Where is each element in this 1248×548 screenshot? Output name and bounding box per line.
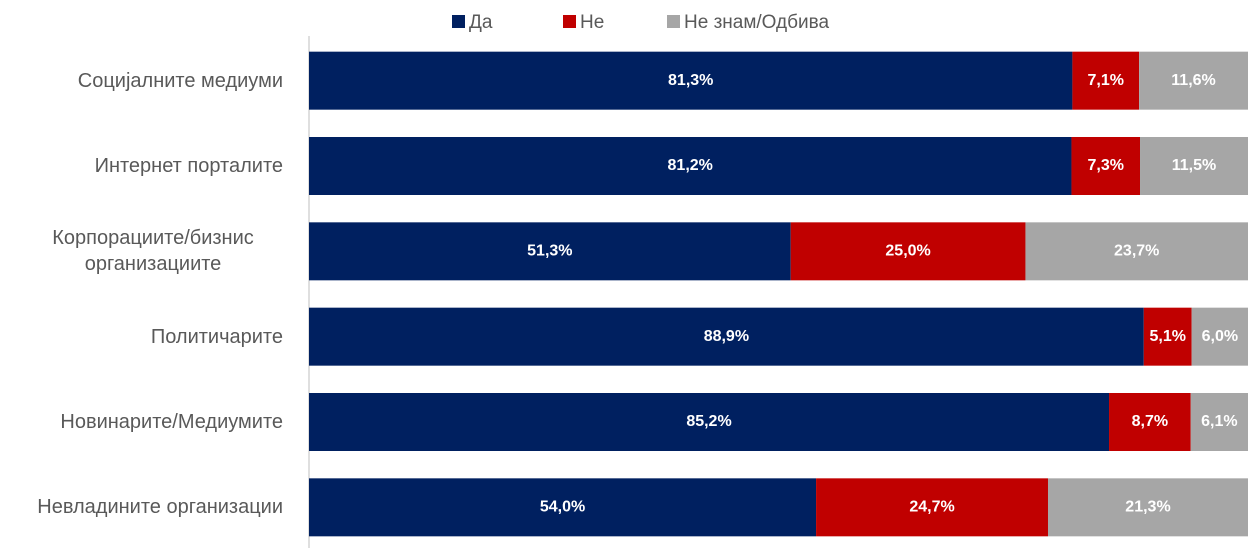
data-label: 85,2% (686, 413, 731, 430)
data-label: 23,7% (1114, 243, 1159, 260)
bar-segment (1191, 307, 1248, 366)
bar-segment (790, 222, 1026, 281)
bar-segment (1140, 137, 1248, 195)
bar-segment (1071, 137, 1141, 195)
category-label: Интернет порталите (0, 153, 283, 179)
bar-segment (309, 137, 1072, 195)
data-label: 25,0% (885, 243, 930, 260)
legend-swatch (667, 15, 680, 28)
data-label: 6,1% (1201, 413, 1237, 430)
category-text: Корпорациите/бизнис организациите (52, 227, 254, 276)
data-label: 81,3% (668, 72, 713, 89)
bar-segment (309, 393, 1110, 451)
bar-segment (309, 222, 791, 281)
category-text: Политичарите (150, 325, 283, 348)
category-text: Интернет порталите (94, 155, 283, 177)
category-label: Невладините организации (0, 494, 283, 520)
data-label: 7,3% (1088, 157, 1124, 174)
bar-segment (1143, 307, 1192, 366)
bar-segment (309, 307, 1144, 366)
category-label: Корпорациите/бизнис организациите (0, 225, 283, 277)
data-label: 11,6% (1171, 72, 1215, 89)
data-label: 51,3% (527, 243, 572, 260)
data-label: 54,0% (540, 499, 585, 516)
legend-swatch (452, 15, 465, 28)
data-label: 81,2% (668, 157, 713, 174)
data-label: 11,5% (1172, 157, 1216, 174)
data-label: 7,1% (1088, 72, 1124, 89)
category-label: Новинарите/Медиумите (0, 409, 283, 435)
bar-segment (1072, 51, 1140, 110)
bar-segment (1047, 478, 1248, 537)
data-label: 5,1% (1149, 328, 1185, 345)
category-label: Социјалните медиуми (0, 68, 283, 94)
legend-swatch (563, 15, 576, 28)
bar-segment (1109, 393, 1191, 451)
data-label: 24,7% (909, 499, 954, 516)
data-label: 88,9% (704, 328, 749, 345)
data-label: 6,0% (1202, 328, 1238, 345)
category-text: Социјалните медиуми (77, 69, 283, 92)
bar-segment (1139, 51, 1248, 110)
data-label: 21,3% (1125, 499, 1170, 516)
category-text: Новинарите/Медиумите (60, 411, 283, 433)
legend-label: Не знам/Одбива (684, 12, 830, 33)
legend-label: Не (580, 12, 604, 33)
legend-label: Да (469, 12, 493, 33)
category-text: Невладините организации (37, 496, 283, 519)
category-label: Политичарите (0, 324, 283, 350)
bar-segment (309, 478, 817, 537)
bar-segment (1190, 393, 1248, 451)
data-label: 8,7% (1132, 413, 1168, 430)
bar-segment (1025, 222, 1248, 281)
bar-segment (816, 478, 1048, 537)
bar-segment (309, 51, 1073, 110)
